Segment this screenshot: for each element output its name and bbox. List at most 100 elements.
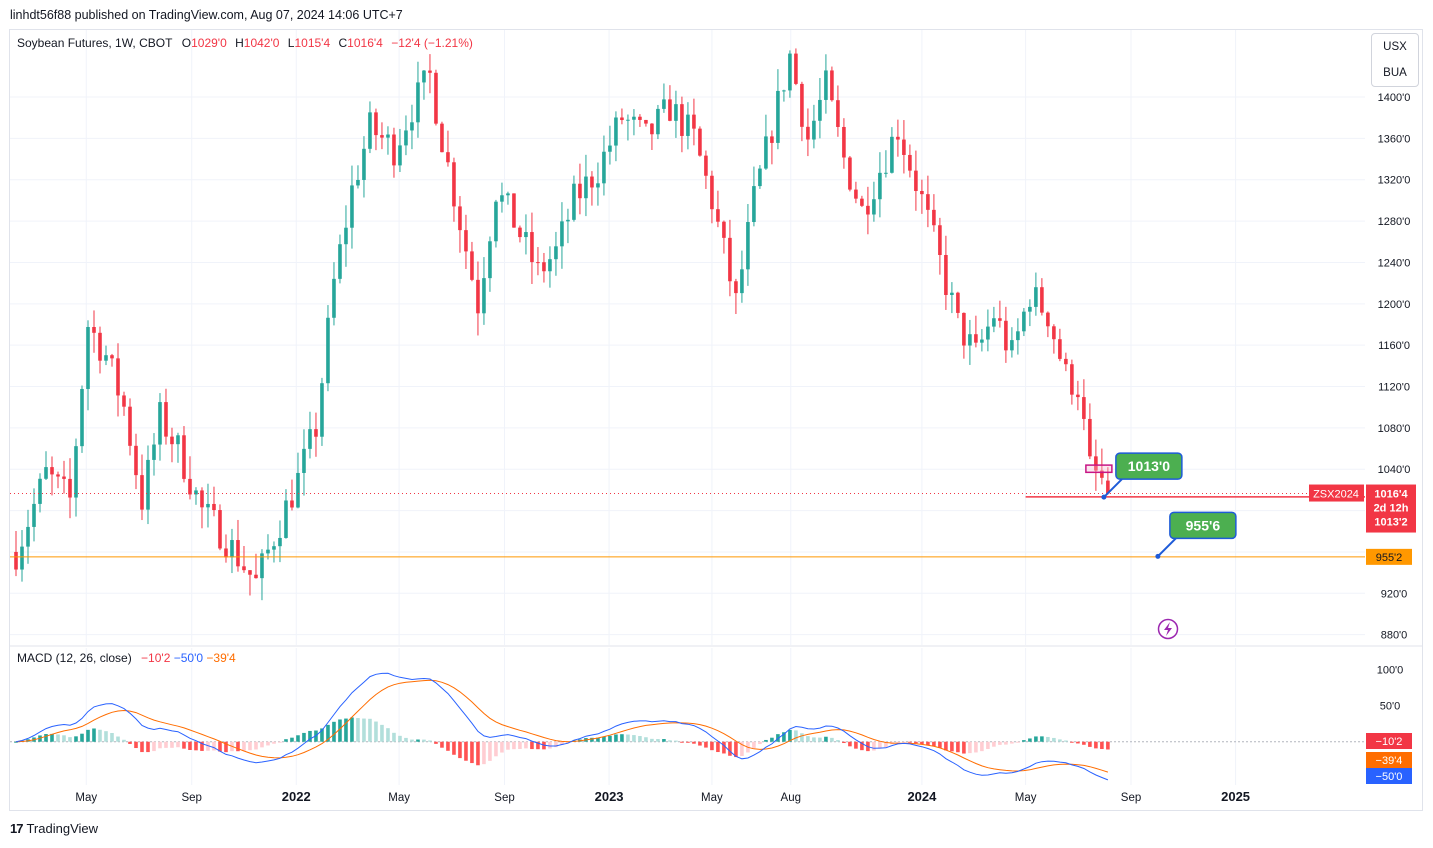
candle-body <box>362 148 366 180</box>
macd-histogram-bar <box>356 718 360 742</box>
symbol-tag-label: ZSX2024 <box>1313 489 1359 501</box>
macd-histogram-bar <box>980 741 984 752</box>
macd-histogram-bar <box>1058 739 1062 742</box>
macd-histogram-bar <box>242 741 246 751</box>
macd-histogram-bar <box>110 732 114 742</box>
macd-histogram-bar <box>338 719 342 742</box>
macd-histogram-bar <box>470 741 474 764</box>
candle-body <box>56 474 60 477</box>
candle-body <box>212 503 216 511</box>
macd-histogram-bar <box>74 736 78 742</box>
close-label: C <box>338 36 348 50</box>
candle-body <box>620 117 624 121</box>
candle-body <box>764 136 768 169</box>
change-value: −12'4 (−1.21%) <box>391 36 473 50</box>
candle-body <box>320 383 324 437</box>
macd-histogram-bar <box>830 737 834 742</box>
macd-histogram-bar <box>1034 736 1038 742</box>
candle-body <box>818 99 822 121</box>
macd-histogram-bar <box>536 741 540 750</box>
candle-body <box>188 478 192 495</box>
macd-histogram-bar <box>1106 741 1110 750</box>
macd-histogram-bar <box>1052 737 1056 742</box>
macd-histogram-bar <box>632 735 636 742</box>
candle-body <box>494 201 498 242</box>
macd-histogram-bar <box>1094 741 1098 749</box>
macd-histogram-bar <box>1082 741 1086 745</box>
candle-body <box>248 570 252 575</box>
time-tick-label: May <box>701 792 723 804</box>
unit-selector: USX BUA <box>1371 33 1419 87</box>
macd-histogram-bar <box>620 734 624 742</box>
macd-histogram-bar <box>764 739 768 742</box>
candle-body <box>956 292 960 313</box>
macd-histogram-bar <box>818 737 822 742</box>
low-value: 1015'4 <box>294 36 331 50</box>
candle-body <box>836 100 840 127</box>
macd-histogram-bar <box>194 741 198 751</box>
candle-body <box>140 475 144 510</box>
macd-histogram-bar <box>1070 741 1074 743</box>
candle-body <box>374 112 378 136</box>
macd-histogram-bar <box>1076 741 1080 744</box>
macd-histogram-bar <box>806 736 810 742</box>
candle-body <box>608 145 612 152</box>
macd-histogram-bar <box>506 741 510 750</box>
price-tick-label: 1160'0 <box>1378 340 1410 352</box>
macd-histogram-bar <box>392 732 396 742</box>
macd-histogram-bar <box>272 741 276 744</box>
macd-histogram-bar <box>320 728 324 742</box>
candle-body <box>716 209 720 222</box>
macd-histogram-bar <box>854 741 858 749</box>
candle-body <box>50 467 54 475</box>
macd-histogram-bar <box>872 741 876 751</box>
candle-body <box>356 179 360 186</box>
candle-body <box>734 281 738 294</box>
macd-histogram-bar <box>734 741 738 758</box>
candle-body <box>542 262 546 272</box>
last-price-tag-line: 1016'4 <box>1374 489 1408 501</box>
callout-955-box <box>1169 511 1237 540</box>
macd-histogram-bar <box>896 741 900 743</box>
footer-brand: 17 TradingView <box>10 821 98 836</box>
macd-histogram-bar <box>440 741 444 748</box>
macd-histogram-bar <box>812 737 816 742</box>
candle-body <box>914 170 918 192</box>
macd-histogram-bar <box>716 741 720 753</box>
candle-body <box>782 90 786 92</box>
candle-body <box>308 429 312 449</box>
macd-histogram-bar <box>122 739 126 742</box>
macd-histogram-bar <box>14 741 18 743</box>
macd-histogram-bar <box>614 734 618 742</box>
candle-body <box>722 221 726 238</box>
last-price-tag-line: 2d 12h <box>1374 503 1409 515</box>
last-price-tag <box>1366 484 1416 533</box>
candle-body <box>146 459 150 510</box>
macd-histogram-bar <box>428 740 432 742</box>
candle-body <box>578 183 582 199</box>
unit-usx-button[interactable]: USX <box>1383 41 1407 53</box>
unit-bua-button[interactable]: BUA <box>1383 67 1407 79</box>
candle-body <box>800 83 804 127</box>
macd-histogram-bar <box>926 741 930 746</box>
candle-body <box>962 312 966 346</box>
candle-body <box>284 500 288 538</box>
macd-histogram-bar <box>128 741 132 744</box>
candle-body <box>458 206 462 231</box>
candle-body <box>434 72 438 124</box>
macd-histogram-bar <box>644 737 648 742</box>
macd-histogram-bar <box>824 736 828 742</box>
macd-histogram-bar <box>332 721 336 742</box>
candle-body <box>530 232 534 263</box>
callout-1013-anchor <box>1101 494 1107 500</box>
macd-hist-value: −10'2 <box>141 651 171 665</box>
time-tick-label: May <box>75 792 97 804</box>
macd-histogram-bar <box>362 718 366 742</box>
macd-histogram-bar <box>134 741 138 749</box>
candle-body <box>1034 287 1038 307</box>
candle-body <box>74 446 78 498</box>
price-tick-label: 1360'0 <box>1378 133 1411 145</box>
macd-histogram-bar <box>212 741 216 751</box>
candle-body <box>584 176 588 199</box>
